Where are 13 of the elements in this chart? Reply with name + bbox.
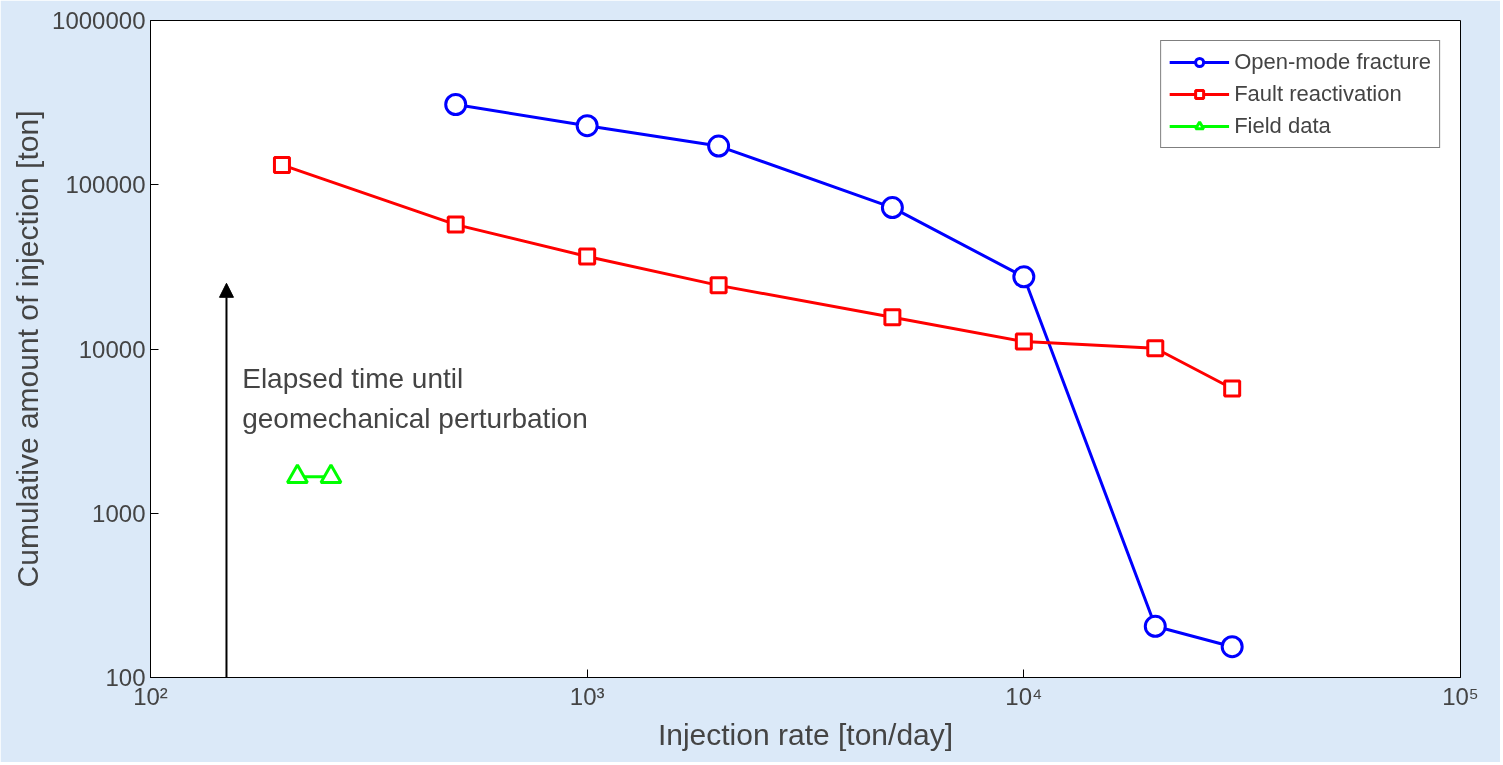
legend-label: Field data: [1234, 113, 1331, 139]
y-tick-label: 1000000: [52, 7, 146, 34]
y-tick-label: 1000: [92, 499, 146, 527]
x-tick-label: 10³: [569, 682, 605, 710]
y-axis-title: Cumulative amount of injection [ton]: [11, 110, 45, 588]
x-axis-title: Injection rate [ton/day]: [657, 717, 954, 751]
y-tick-label: 100000: [65, 171, 146, 199]
annotation: Elapsed time until geomechanical perturbation: [242, 363, 588, 435]
legend-label: Open-mode fracture: [1234, 49, 1431, 75]
x-tick-label: 10⁴: [1005, 682, 1043, 710]
x-tick-label: 10⁵: [1442, 682, 1479, 710]
legend-label: Fault reactivation: [1234, 81, 1402, 107]
y-tick-label: 10000: [78, 335, 146, 363]
